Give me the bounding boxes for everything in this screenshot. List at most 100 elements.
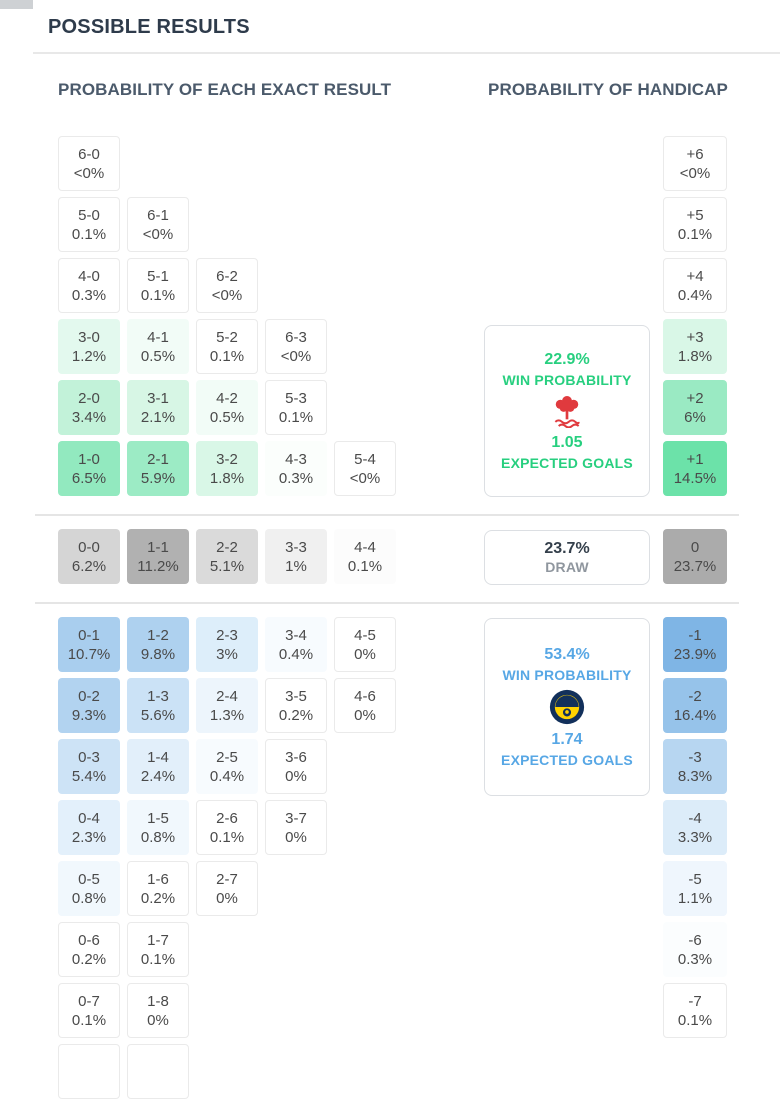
cell-score: +4 bbox=[686, 267, 704, 285]
cell-probability: 5.9% bbox=[140, 469, 176, 487]
exact-result-title: PROBABILITY OF EACH EXACT RESULT bbox=[58, 80, 392, 99]
away-win-probability-value: 53.4% bbox=[544, 646, 590, 663]
cell-score: +2 bbox=[686, 389, 704, 407]
cell-score: 4-3 bbox=[285, 450, 307, 468]
result-cell: 0-0 6.2% bbox=[58, 529, 120, 584]
cell-probability: 0.2% bbox=[71, 950, 107, 968]
cell-score: 2-2 bbox=[216, 538, 238, 556]
home-expected-goals-label: EXPECTED GOALS bbox=[501, 455, 633, 471]
result-cell: 2-5 0.4% bbox=[196, 739, 258, 794]
home-win-card: 22.9% WIN PROBABILITY 1.05 EXPECTED GOAL… bbox=[484, 325, 650, 497]
cell-probability: 0.4% bbox=[278, 645, 314, 663]
cell-probability: 1.3% bbox=[209, 706, 245, 724]
cell-score: +1 bbox=[686, 450, 704, 468]
cell-probability: 0.1% bbox=[278, 408, 314, 426]
cell-score: -1 bbox=[688, 626, 702, 644]
away-result-row: 0-1 10.7% 1-2 9.8% 2-3 3% 3-4 0.4% 4-5 0% -1 23.9% bbox=[58, 617, 727, 672]
result-cell: 0-3 5.4% bbox=[58, 739, 120, 794]
result-cell: 6-2 <0% bbox=[196, 258, 258, 313]
cell-score: 4-5 bbox=[354, 626, 376, 644]
handicap-cell: +4 0.4% bbox=[663, 258, 727, 313]
section-divider bbox=[35, 602, 739, 604]
cell-probability: 6% bbox=[684, 408, 706, 426]
result-cell: 1-5 0.8% bbox=[127, 800, 189, 855]
cell-probability: 0.5% bbox=[140, 347, 176, 365]
cell-score: 1-3 bbox=[147, 687, 169, 705]
draw-probability-value: 23.7% bbox=[544, 540, 590, 557]
cell-probability: 5.4% bbox=[71, 767, 107, 785]
cell-probability: 0.4% bbox=[677, 286, 713, 304]
cell-score: 0-4 bbox=[78, 809, 100, 827]
home-result-row: 2-0 3.4% 3-1 2.1% 4-2 0.5% 5-3 0.1% +2 6% bbox=[58, 380, 727, 435]
result-cell bbox=[127, 1044, 189, 1099]
cell-probability: 0.1% bbox=[677, 1011, 713, 1029]
cell-probability: 6.5% bbox=[71, 469, 107, 487]
cell-probability: 0.8% bbox=[140, 828, 176, 846]
cell-score: 2-0 bbox=[78, 389, 100, 407]
cell-probability: 0% bbox=[285, 767, 307, 785]
cell-probability: 5.1% bbox=[209, 557, 245, 575]
cell-probability: 14.5% bbox=[673, 469, 717, 487]
cell-score: 6-0 bbox=[78, 145, 100, 163]
home-win-probability-value: 22.9% bbox=[544, 351, 590, 368]
cell-probability: 8.3% bbox=[677, 767, 713, 785]
cell-probability: <0% bbox=[142, 225, 174, 243]
cell-score: 1-5 bbox=[147, 809, 169, 827]
cell-score: +3 bbox=[686, 328, 704, 346]
result-cell: 4-0 0.3% bbox=[58, 258, 120, 313]
cell-probability: 0.1% bbox=[209, 828, 245, 846]
away-result-row: 0-7 0.1% 1-8 0% -7 0.1% bbox=[58, 983, 727, 1038]
cell-score: 4-1 bbox=[147, 328, 169, 346]
handicap-title: PROBABILITY OF HANDICAP bbox=[488, 80, 728, 99]
result-cell: 1-6 0.2% bbox=[127, 861, 189, 916]
result-cell: 6-0 <0% bbox=[58, 136, 120, 191]
page-edge-strip bbox=[0, 0, 33, 9]
cell-score: 5-2 bbox=[216, 328, 238, 346]
result-cell: 6-3 <0% bbox=[265, 319, 327, 374]
cell-score: 3-5 bbox=[285, 687, 307, 705]
result-cell: 2-6 0.1% bbox=[196, 800, 258, 855]
result-cell: 3-0 1.2% bbox=[58, 319, 120, 374]
away-result-row: 0-4 2.3% 1-5 0.8% 2-6 0.1% 3-7 0% -4 3.3% bbox=[58, 800, 727, 855]
cell-probability: 9.8% bbox=[140, 645, 176, 663]
cell-score: 0-6 bbox=[78, 931, 100, 949]
result-cell: 3-6 0% bbox=[265, 739, 327, 794]
cell-probability: 10.7% bbox=[67, 645, 111, 663]
cell-probability: 1.8% bbox=[209, 469, 245, 487]
cell-probability: 0.2% bbox=[278, 706, 314, 724]
cell-probability: 0.1% bbox=[140, 286, 176, 304]
handicap-cell: +5 0.1% bbox=[663, 197, 727, 252]
result-cell: 0-4 2.3% bbox=[58, 800, 120, 855]
cell-score: 0-0 bbox=[78, 538, 100, 556]
result-cell: 4-3 0.3% bbox=[265, 441, 327, 496]
result-cell: 1-4 2.4% bbox=[127, 739, 189, 794]
cell-score: +5 bbox=[686, 206, 704, 224]
result-cell: 0-6 0.2% bbox=[58, 922, 120, 977]
result-cell: 4-6 0% bbox=[334, 678, 396, 733]
cell-probability: 11.2% bbox=[137, 557, 179, 575]
home-result-row: 4-0 0.3% 5-1 0.1% 6-2 <0% +4 0.4% bbox=[58, 258, 727, 313]
cell-score: 3-2 bbox=[216, 450, 238, 468]
result-cell: 0-7 0.1% bbox=[58, 983, 120, 1038]
cell-score: 0-3 bbox=[78, 748, 100, 766]
cell-probability: 0% bbox=[354, 706, 376, 724]
cell-probability: <0% bbox=[679, 164, 711, 182]
away-result-row: 0-3 5.4% 1-4 2.4% 2-5 0.4% 3-6 0% -3 8.3% bbox=[58, 739, 727, 794]
result-cell: 5-1 0.1% bbox=[127, 258, 189, 313]
cell-probability: 0.1% bbox=[140, 950, 176, 968]
cell-score: 0-7 bbox=[78, 992, 100, 1010]
section-header: POSSIBLE RESULTS bbox=[33, 0, 780, 54]
cell-score: 5-4 bbox=[354, 450, 376, 468]
cell-score: 1-6 bbox=[147, 870, 169, 888]
cell-score: +6 bbox=[686, 145, 704, 163]
cell-score: -6 bbox=[688, 931, 702, 949]
handicap-cell: 0 23.7% bbox=[663, 529, 727, 584]
cell-probability: 0.1% bbox=[677, 225, 713, 243]
handicap-cell: -1 23.9% bbox=[663, 617, 727, 672]
result-cell: 6-1 <0% bbox=[127, 197, 189, 252]
result-cell: 0-2 9.3% bbox=[58, 678, 120, 733]
result-cell: 1-7 0.1% bbox=[127, 922, 189, 977]
cell-score: 3-6 bbox=[285, 748, 307, 766]
result-cell: 4-4 0.1% bbox=[334, 529, 396, 584]
cell-probability: 0.3% bbox=[677, 950, 713, 968]
